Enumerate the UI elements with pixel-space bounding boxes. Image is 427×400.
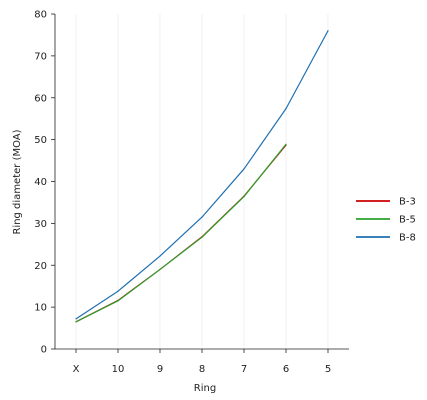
x-tick-label: 7 <box>241 364 247 375</box>
y-tick-label: 50 <box>34 135 47 146</box>
data-point <box>201 216 203 218</box>
data-point <box>159 268 161 271</box>
series-line-b-3 <box>75 144 287 323</box>
series-line-b-5 <box>75 143 287 323</box>
x-tick-label: 5 <box>325 364 331 375</box>
x-tick-label: X <box>73 364 80 375</box>
grid-lines <box>75 14 329 349</box>
legend-label: B-8 <box>399 233 416 244</box>
x-tick-label: 10 <box>112 364 125 375</box>
series-lines <box>75 30 329 323</box>
legend-label: B-3 <box>399 197 416 208</box>
data-point <box>75 318 77 320</box>
data-point <box>243 195 245 198</box>
y-tick-label: 0 <box>41 345 47 356</box>
y-axis-title: Ring diameter (MOA) <box>12 129 23 234</box>
data-point <box>75 321 77 323</box>
data-point <box>117 290 119 292</box>
x-tick-label: 6 <box>283 364 289 375</box>
data-point <box>327 30 329 32</box>
data-point <box>285 108 287 110</box>
data-point <box>117 300 119 302</box>
x-axis-title: Ring <box>194 383 216 394</box>
legend-label: B-5 <box>399 215 416 226</box>
y-tick-label: 70 <box>34 51 47 62</box>
x-tick-label: 8 <box>199 364 205 375</box>
x-tick-label: 9 <box>157 364 163 375</box>
y-ticks: 0 10 20 30 40 50 60 70 80 <box>34 10 55 356</box>
y-tick-label: 20 <box>34 261 47 272</box>
y-tick-label: 10 <box>34 303 47 314</box>
data-point <box>201 236 203 238</box>
x-ticks: X 10 9 8 7 6 5 <box>73 349 331 375</box>
y-tick-label: 40 <box>34 177 47 188</box>
y-tick-label: 60 <box>34 93 47 104</box>
y-tick-label: 30 <box>34 219 47 230</box>
legend: B-3 B-5 B-8 <box>356 197 416 244</box>
data-point <box>243 168 245 170</box>
data-point <box>159 255 161 257</box>
data-point <box>285 143 287 145</box>
y-tick-label: 80 <box>34 10 47 21</box>
